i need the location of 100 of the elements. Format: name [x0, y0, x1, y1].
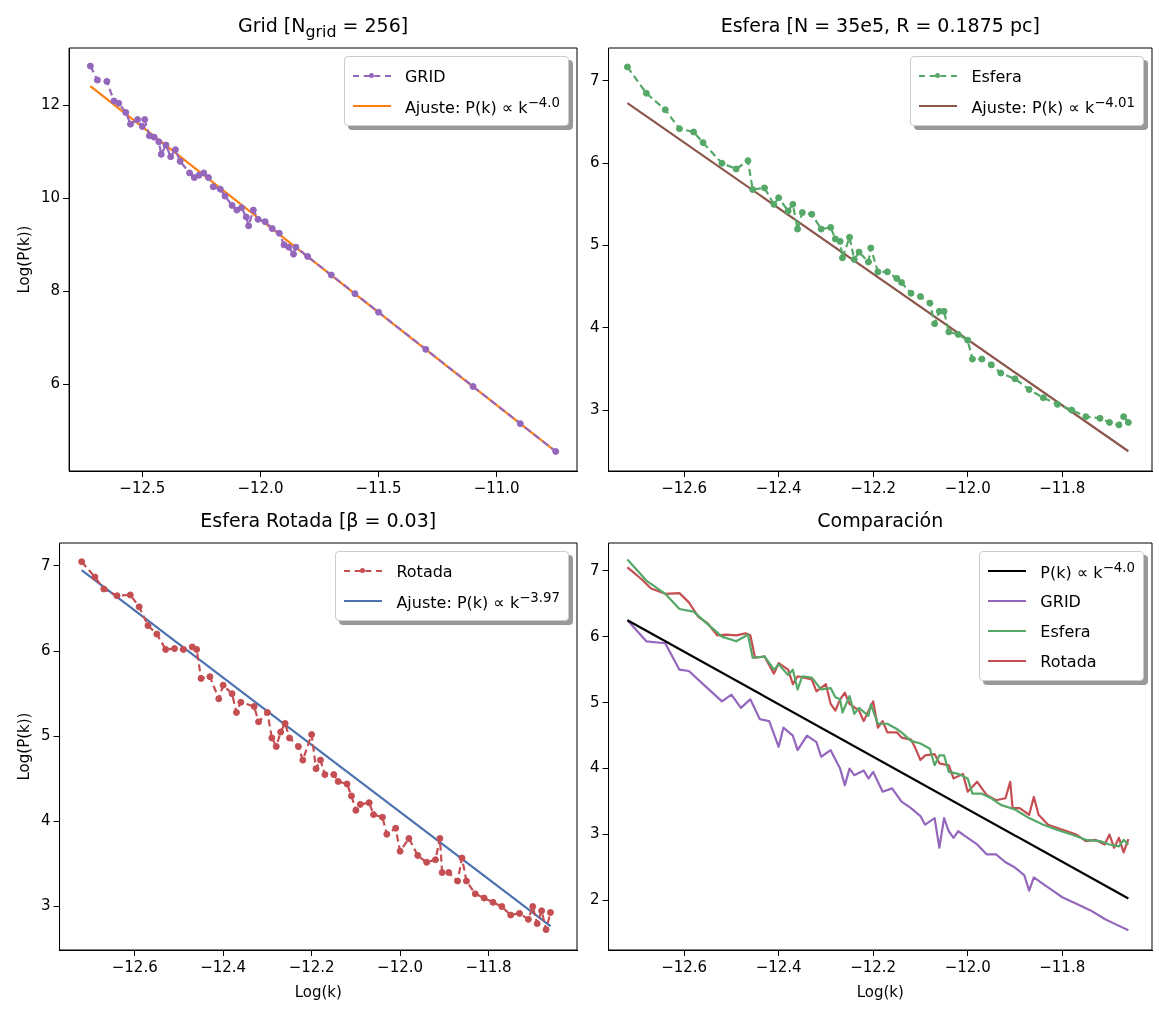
point [770, 200, 778, 208]
point [1124, 418, 1132, 426]
point [699, 139, 707, 147]
x-tick-label: −12.6 [111, 957, 158, 976]
point [623, 63, 631, 71]
point [86, 62, 94, 70]
point [157, 150, 165, 158]
y-tick-label: 5 [590, 692, 600, 711]
point [1120, 413, 1128, 421]
point [290, 250, 298, 258]
point [831, 235, 839, 243]
point [789, 200, 797, 208]
point [987, 361, 995, 369]
point [254, 215, 262, 223]
point [1082, 413, 1090, 421]
legend-label: Ajuste: P(k) ∝ k$^{−4.01}$ [971, 94, 1135, 118]
chart-title: Esfera [N = 35e5, R = 0.1875 pc] [719, 14, 1041, 36]
point [850, 256, 858, 263]
point [907, 289, 915, 297]
x-tick-label: −12.4 [755, 957, 802, 976]
y-tick-label: 6 [590, 626, 600, 645]
point [422, 345, 430, 353]
x-tick-label: −12.6 [661, 478, 708, 497]
point [238, 204, 246, 212]
point [718, 159, 726, 167]
y-tick-label: 3 [590, 824, 600, 843]
point [122, 109, 130, 117]
point [898, 279, 906, 287]
x-tick-label: −12.0 [944, 957, 991, 976]
point [846, 233, 854, 241]
point [867, 244, 875, 252]
point [836, 237, 844, 245]
point [808, 210, 816, 218]
point [827, 223, 835, 231]
point [760, 184, 768, 192]
point [167, 153, 175, 161]
point [1039, 394, 1047, 402]
x-tick-label: −12.6 [661, 957, 708, 976]
point [268, 225, 276, 233]
point [997, 369, 1005, 377]
y-tick-label: 7 [41, 555, 51, 574]
point [204, 174, 212, 182]
point [1053, 400, 1061, 408]
legend-label: Rotada [1040, 651, 1097, 671]
legend-label: GRID [1040, 591, 1081, 611]
legend-label: Rotada [396, 561, 453, 581]
point [200, 169, 208, 177]
legend-label: Ajuste: P(k) ∝ k$^{−3.97}$ [396, 589, 560, 613]
point [115, 99, 123, 107]
point [93, 76, 101, 84]
point [838, 254, 846, 262]
y-tick-label: 6 [590, 153, 600, 172]
x-tick-label: −11.8 [1039, 478, 1086, 497]
x-tick-label: −12.5 [119, 478, 166, 497]
point [1096, 414, 1104, 422]
y-tick-label: 10 [40, 188, 61, 207]
x-tick-label: −12.2 [288, 957, 335, 976]
legend-label: Esfera [971, 66, 1022, 86]
y-tick-label: 2 [590, 890, 600, 909]
y-tick-label: 4 [41, 811, 51, 830]
point [216, 185, 224, 193]
point [749, 186, 757, 194]
point [675, 125, 683, 133]
point [968, 355, 976, 363]
x-tick-label: −12.4 [200, 957, 247, 976]
point [285, 243, 293, 251]
y-tick-label: 6 [50, 374, 61, 393]
point [883, 268, 891, 276]
point [1105, 418, 1113, 426]
x-tick-label: −12.2 [850, 957, 897, 976]
point [245, 222, 253, 230]
point [150, 133, 158, 141]
x-tick-label: −12.0 [237, 478, 284, 497]
point [661, 106, 669, 114]
x-tick-label: −12.2 [850, 478, 897, 497]
point [794, 225, 802, 233]
point [171, 146, 179, 154]
point [469, 382, 477, 390]
y-tick-label: 5 [41, 726, 51, 745]
point [138, 122, 146, 130]
point [516, 420, 524, 428]
point [127, 120, 135, 128]
point [552, 448, 560, 455]
point [155, 138, 163, 146]
point [249, 206, 257, 214]
point [732, 165, 740, 173]
point [261, 218, 269, 226]
y-tick-label: 3 [41, 896, 51, 915]
point [1011, 375, 1019, 383]
point [221, 192, 229, 200]
point [351, 290, 359, 298]
x-tick-label: −11.0 [473, 478, 520, 497]
y-axis-title: Log(P(k)) [14, 225, 33, 294]
point [275, 229, 283, 237]
y-tick-label: 6 [41, 641, 51, 660]
point [817, 225, 825, 233]
y-tick-label: 4 [590, 758, 600, 777]
point [209, 183, 217, 191]
point [327, 271, 335, 279]
point [798, 209, 806, 217]
